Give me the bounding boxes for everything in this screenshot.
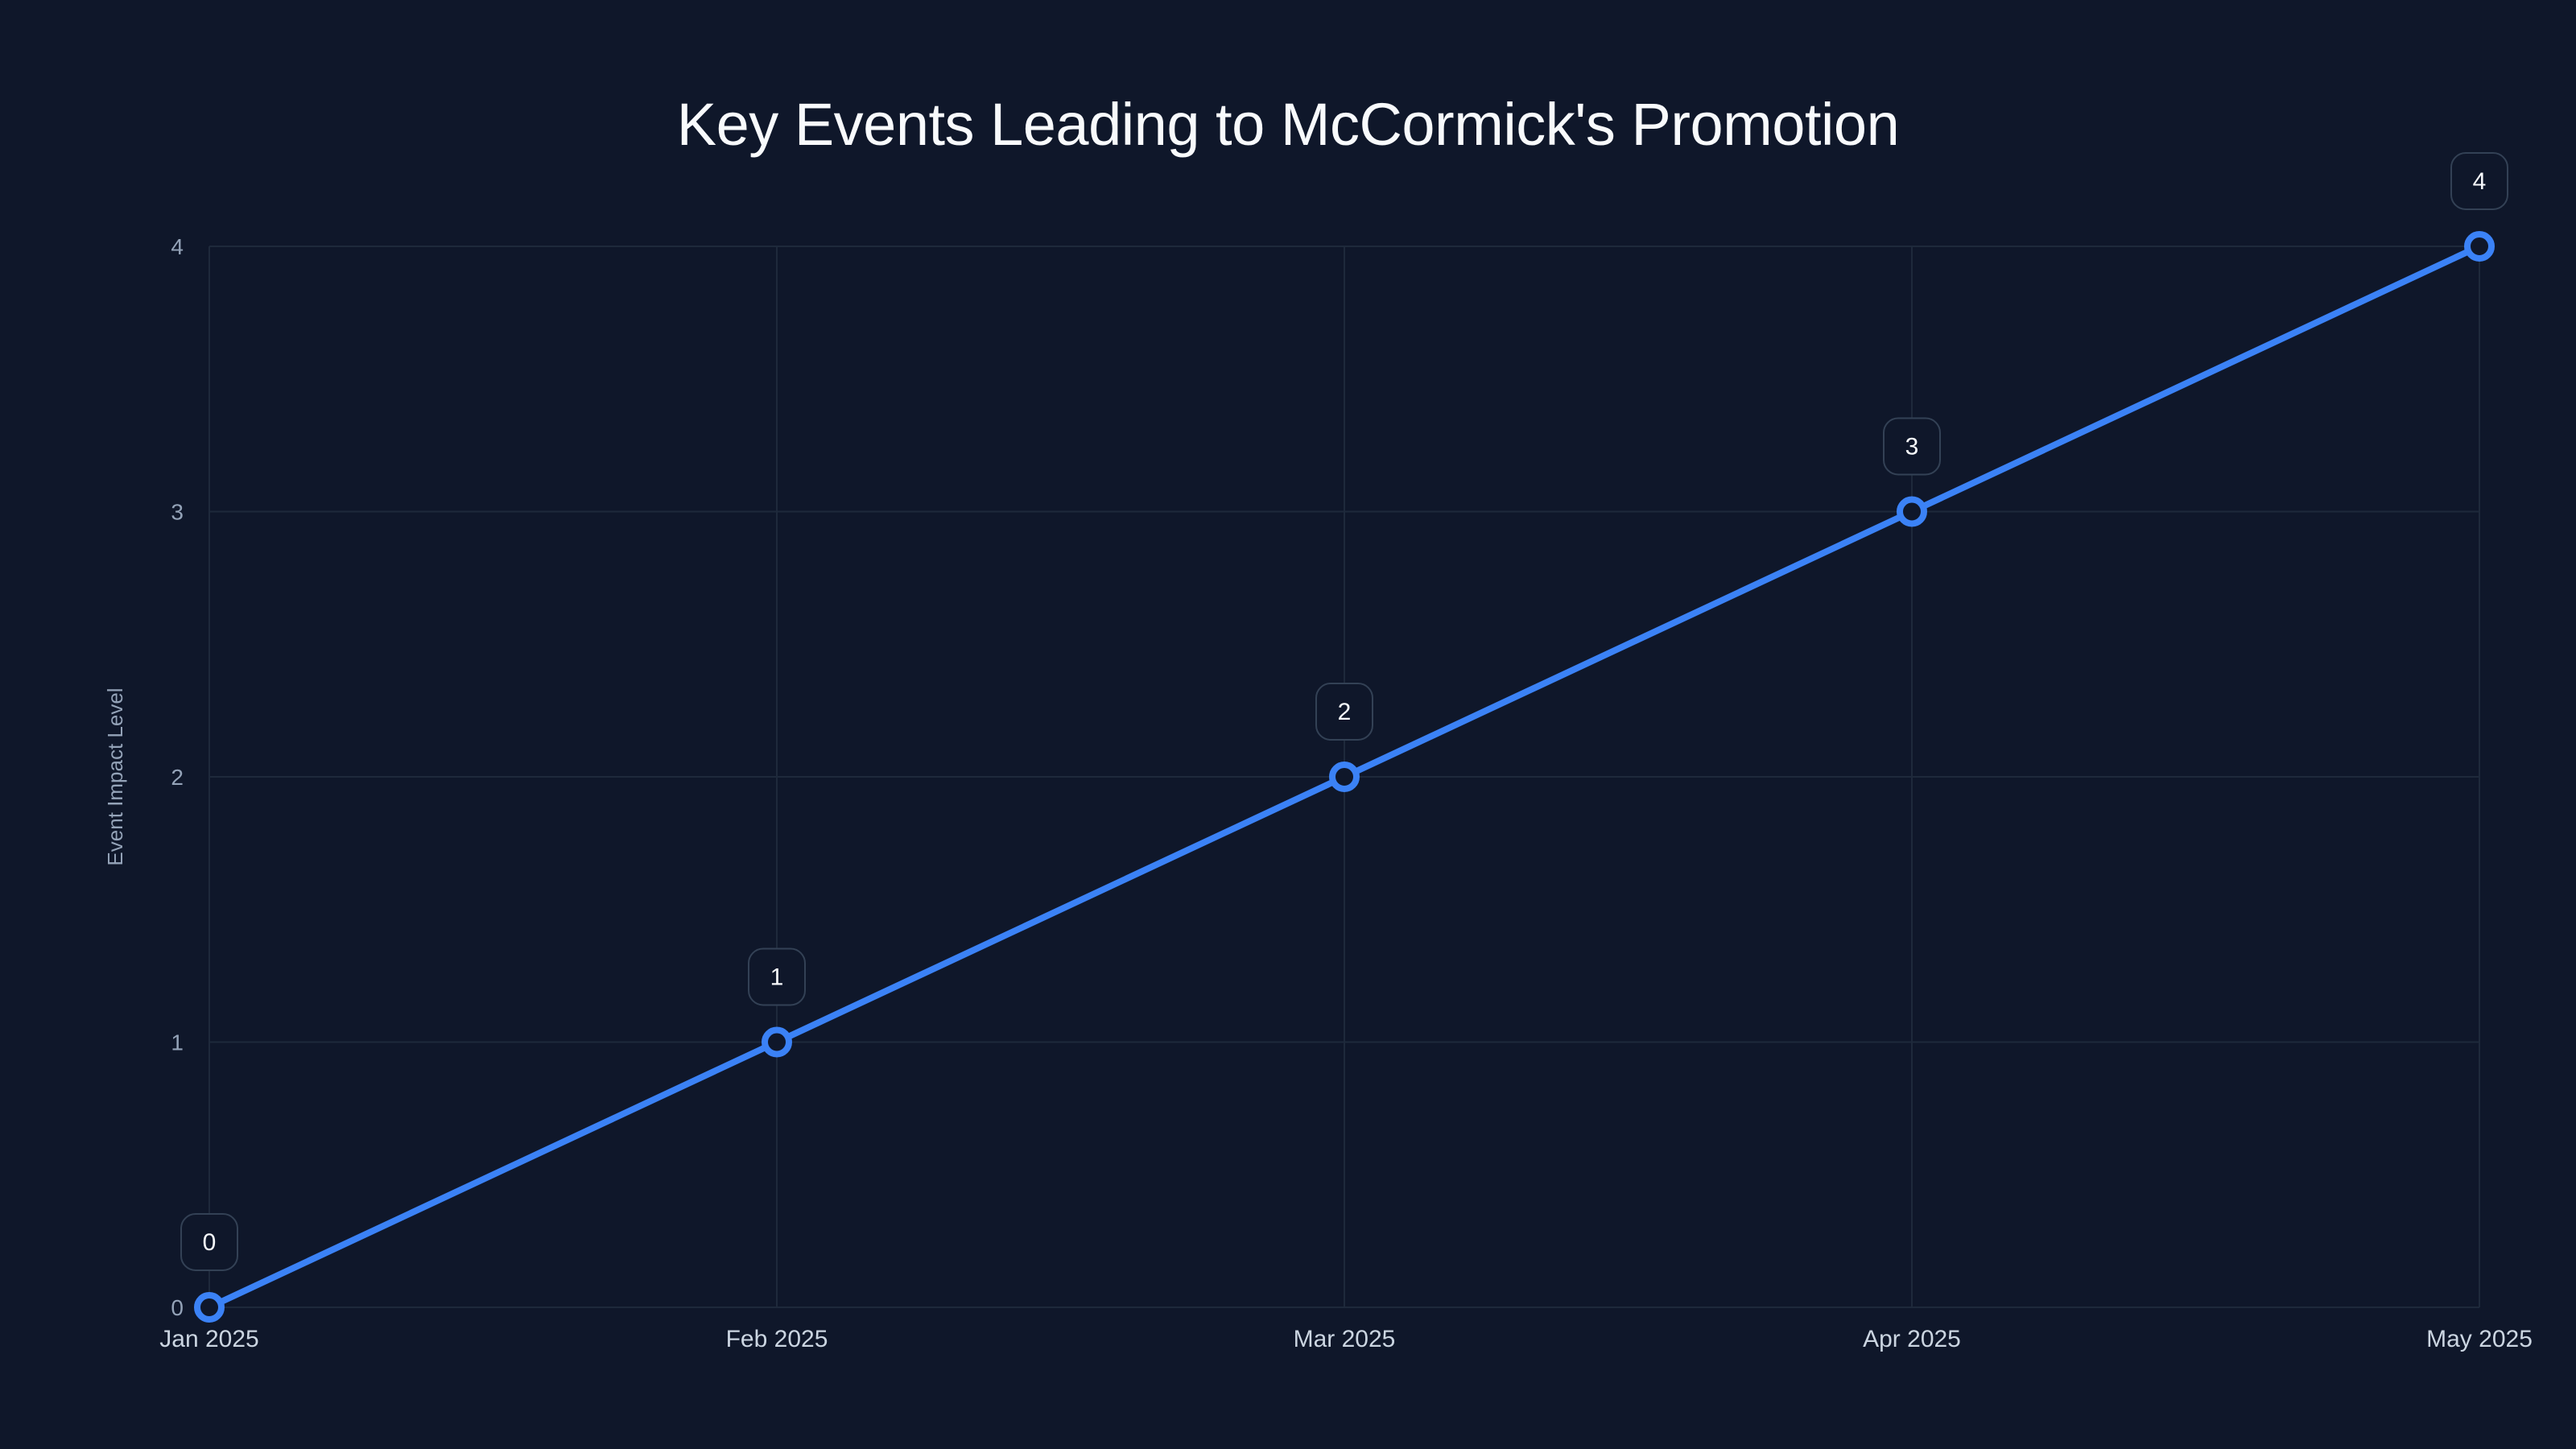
data-label: 2 — [1315, 683, 1373, 741]
x-tick-label: Feb 2025 — [726, 1326, 828, 1352]
data-labels: 0 1 2 3 4 — [180, 152, 2508, 1271]
y-tick-label: 4 — [171, 234, 184, 259]
y-tick-label: 1 — [171, 1030, 184, 1055]
data-point-marker[interactable] — [194, 1292, 225, 1323]
data-label: 0 — [180, 1213, 238, 1271]
data-point-marker[interactable] — [1897, 496, 1927, 527]
data-label: 1 — [748, 947, 806, 1006]
y-tick-label: 3 — [171, 500, 184, 525]
y-axis-label: Event Impact Level — [103, 687, 127, 865]
data-point-marker[interactable] — [1329, 762, 1360, 792]
x-tick-label: May 2025 — [2426, 1326, 2533, 1352]
data-point-marker[interactable] — [762, 1026, 792, 1058]
x-tick-label: Jan 2025 — [159, 1326, 258, 1352]
data-label-box — [2450, 152, 2508, 210]
data-label-text: 1 — [770, 964, 784, 991]
data-label-box — [1883, 417, 1941, 476]
data-series — [194, 231, 2495, 1323]
y-tick-label: 2 — [171, 765, 184, 790]
data-label-text: 3 — [1905, 434, 1919, 460]
x-tick-label: Mar 2025 — [1294, 1326, 1396, 1352]
x-axis-ticks: Jan 2025 Feb 2025 Mar 2025 Apr 2025 May 2025 — [159, 1326, 2533, 1352]
chart-title: Key Events Leading to McCormick's Promot… — [676, 91, 1900, 158]
data-label: 4 — [2450, 152, 2508, 210]
data-label-text: 2 — [1338, 699, 1352, 725]
y-axis-ticks: 0 1 2 3 4 — [171, 234, 184, 1320]
data-point-marker[interactable] — [2464, 231, 2495, 262]
data-label-box — [748, 947, 806, 1006]
data-label-box — [1315, 683, 1373, 741]
data-label-text: 4 — [2473, 168, 2487, 195]
y-tick-label: 0 — [171, 1295, 184, 1320]
x-tick-label: Apr 2025 — [1863, 1326, 1961, 1352]
data-label-box — [180, 1213, 238, 1271]
data-label-text: 0 — [203, 1229, 217, 1256]
data-label: 3 — [1883, 417, 1941, 476]
